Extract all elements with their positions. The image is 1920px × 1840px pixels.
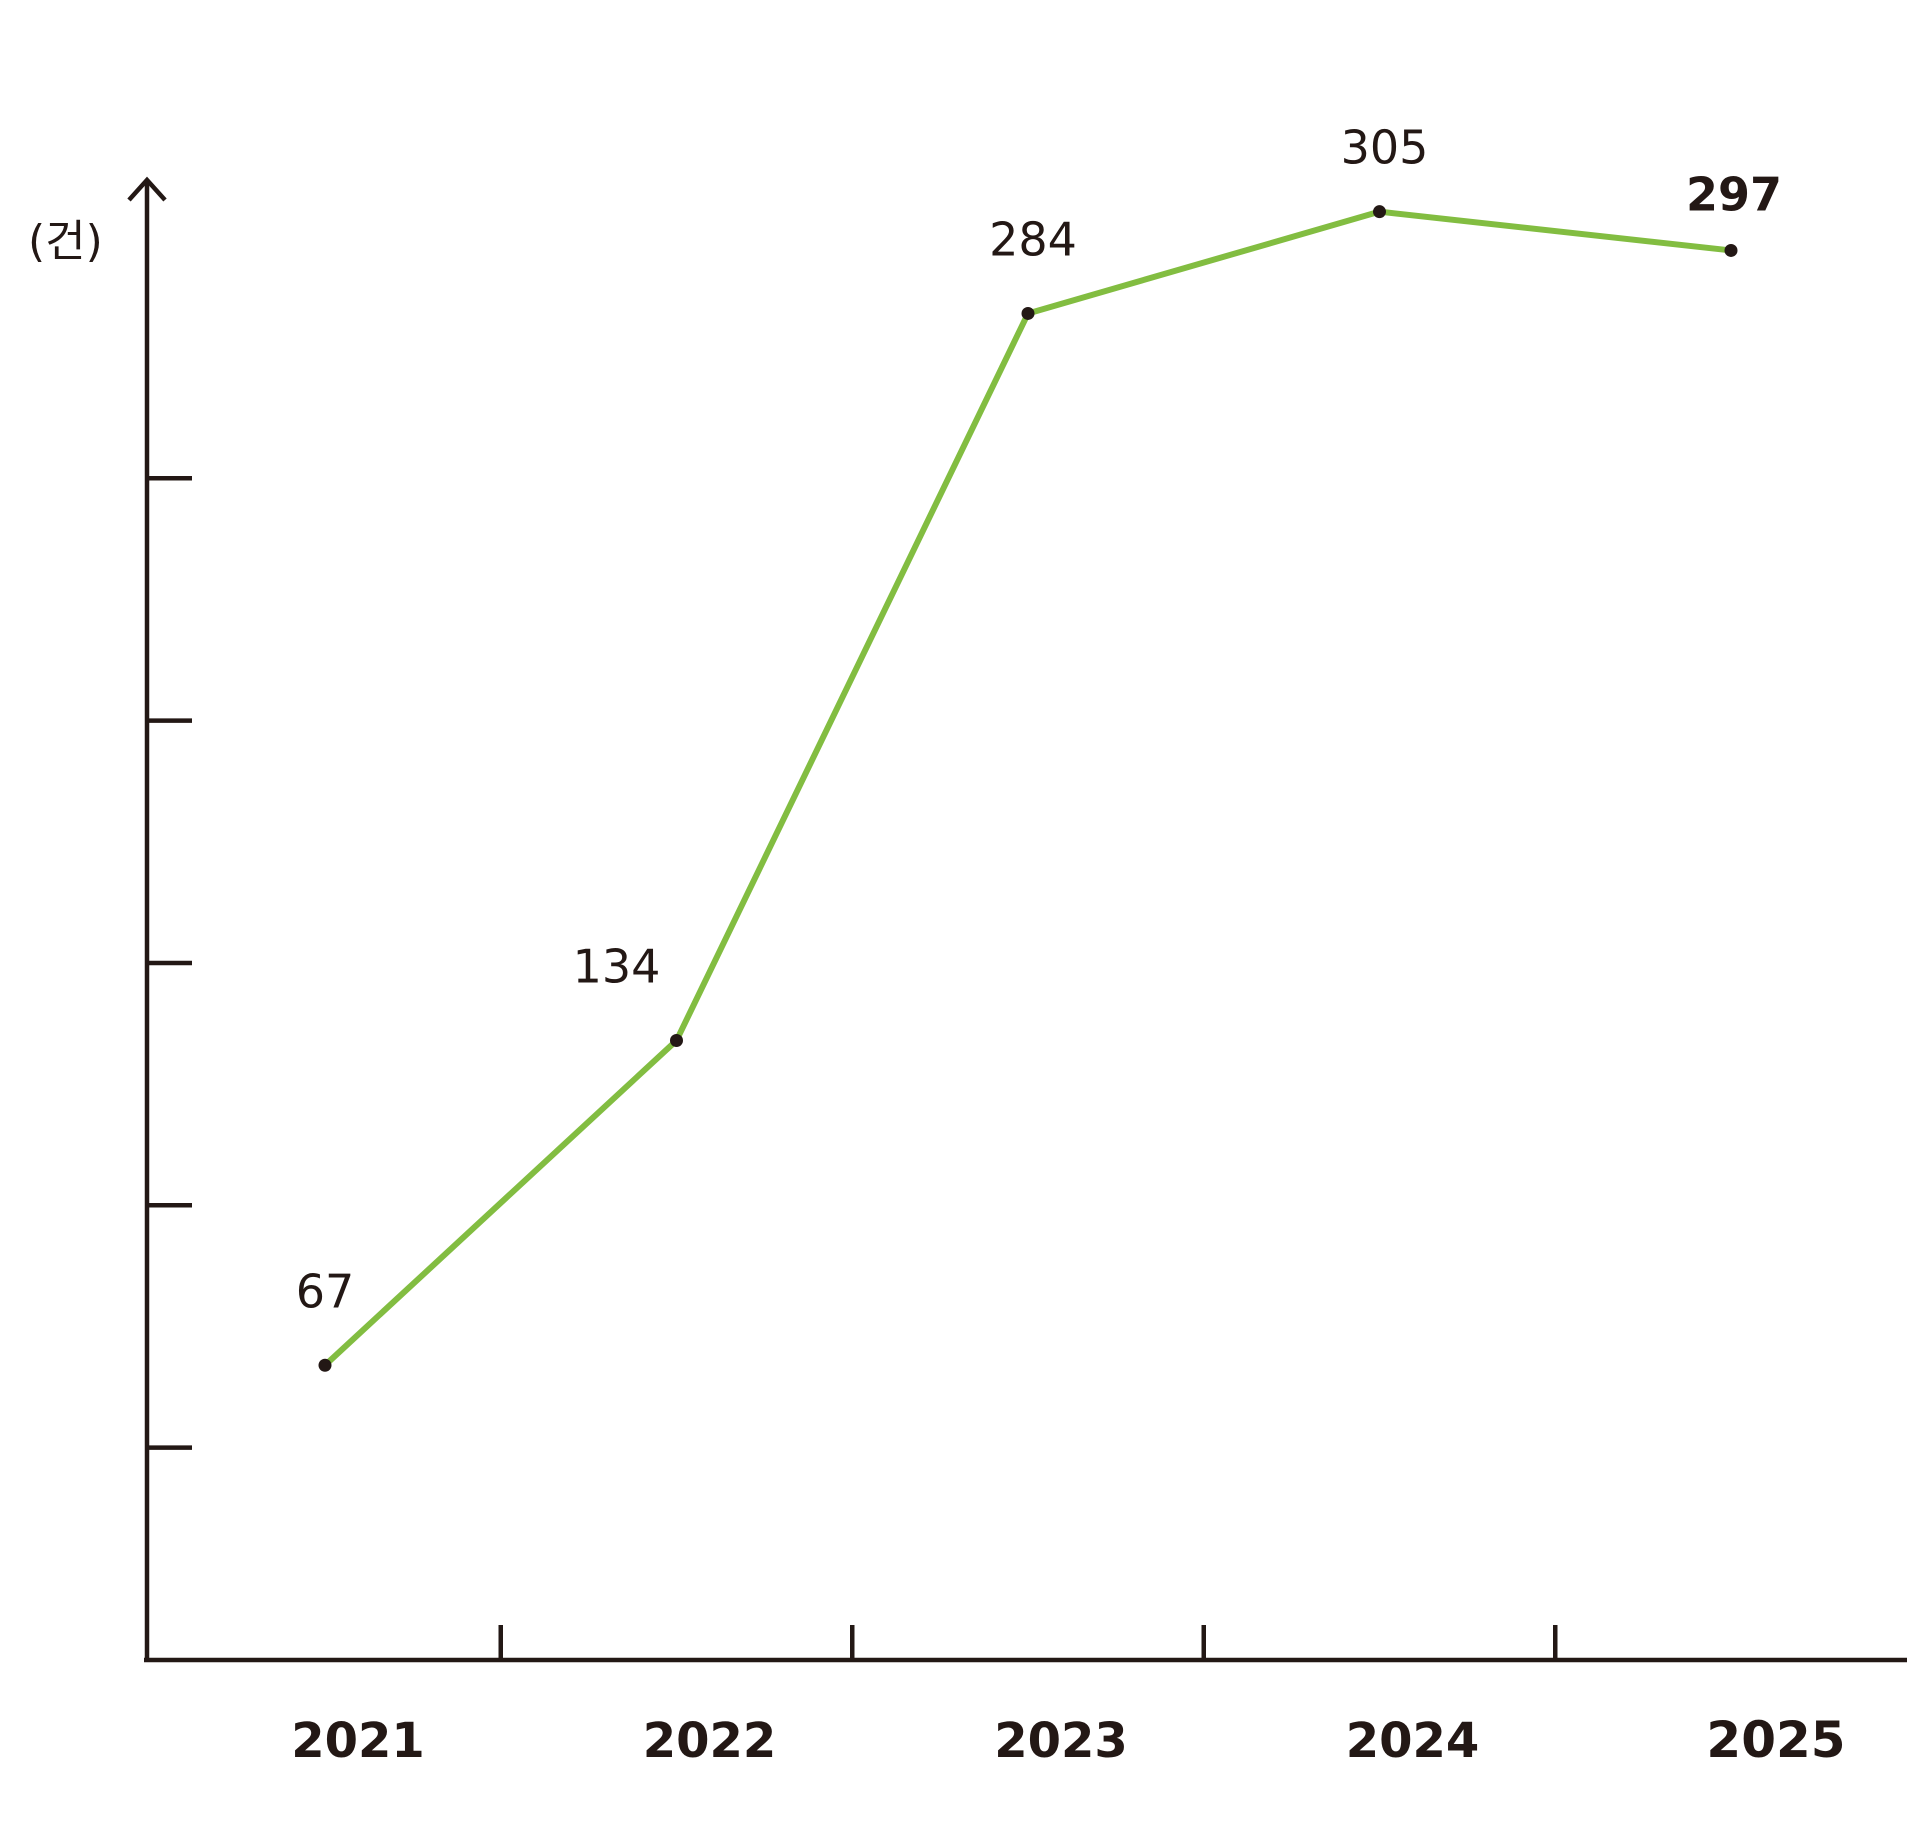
x-tick-label: 2022 [643, 1713, 777, 1769]
data-points [318, 205, 1738, 1372]
x-tick-labels: 2021 2022 2023 2024 2025 [291, 1711, 1845, 1769]
data-point [1021, 306, 1035, 320]
x-tick-label: 2025 [1706, 1711, 1845, 1769]
y-unit-label: (건) [28, 216, 103, 267]
data-point [1373, 205, 1386, 219]
data-label: 297 [1686, 167, 1782, 221]
data-label: 134 [573, 940, 661, 994]
y-axis-arrow [127, 176, 167, 202]
data-label: 67 [296, 1264, 355, 1318]
data-label: 305 [1341, 121, 1429, 175]
data-point [1724, 243, 1738, 257]
x-tick-label: 2023 [994, 1713, 1128, 1769]
y-ticks [147, 476, 192, 1450]
series-group [322, 208, 1734, 1369]
series-line [322, 208, 1734, 1369]
data-labels: 67 134 284 305 297 [296, 121, 1782, 1319]
data-point [318, 1358, 332, 1372]
x-tick-label: 2024 [1346, 1713, 1480, 1769]
data-label: 284 [989, 212, 1077, 266]
x-ticks [498, 1625, 1558, 1660]
data-point [670, 1034, 683, 1048]
x-tick-label: 2021 [291, 1713, 425, 1769]
